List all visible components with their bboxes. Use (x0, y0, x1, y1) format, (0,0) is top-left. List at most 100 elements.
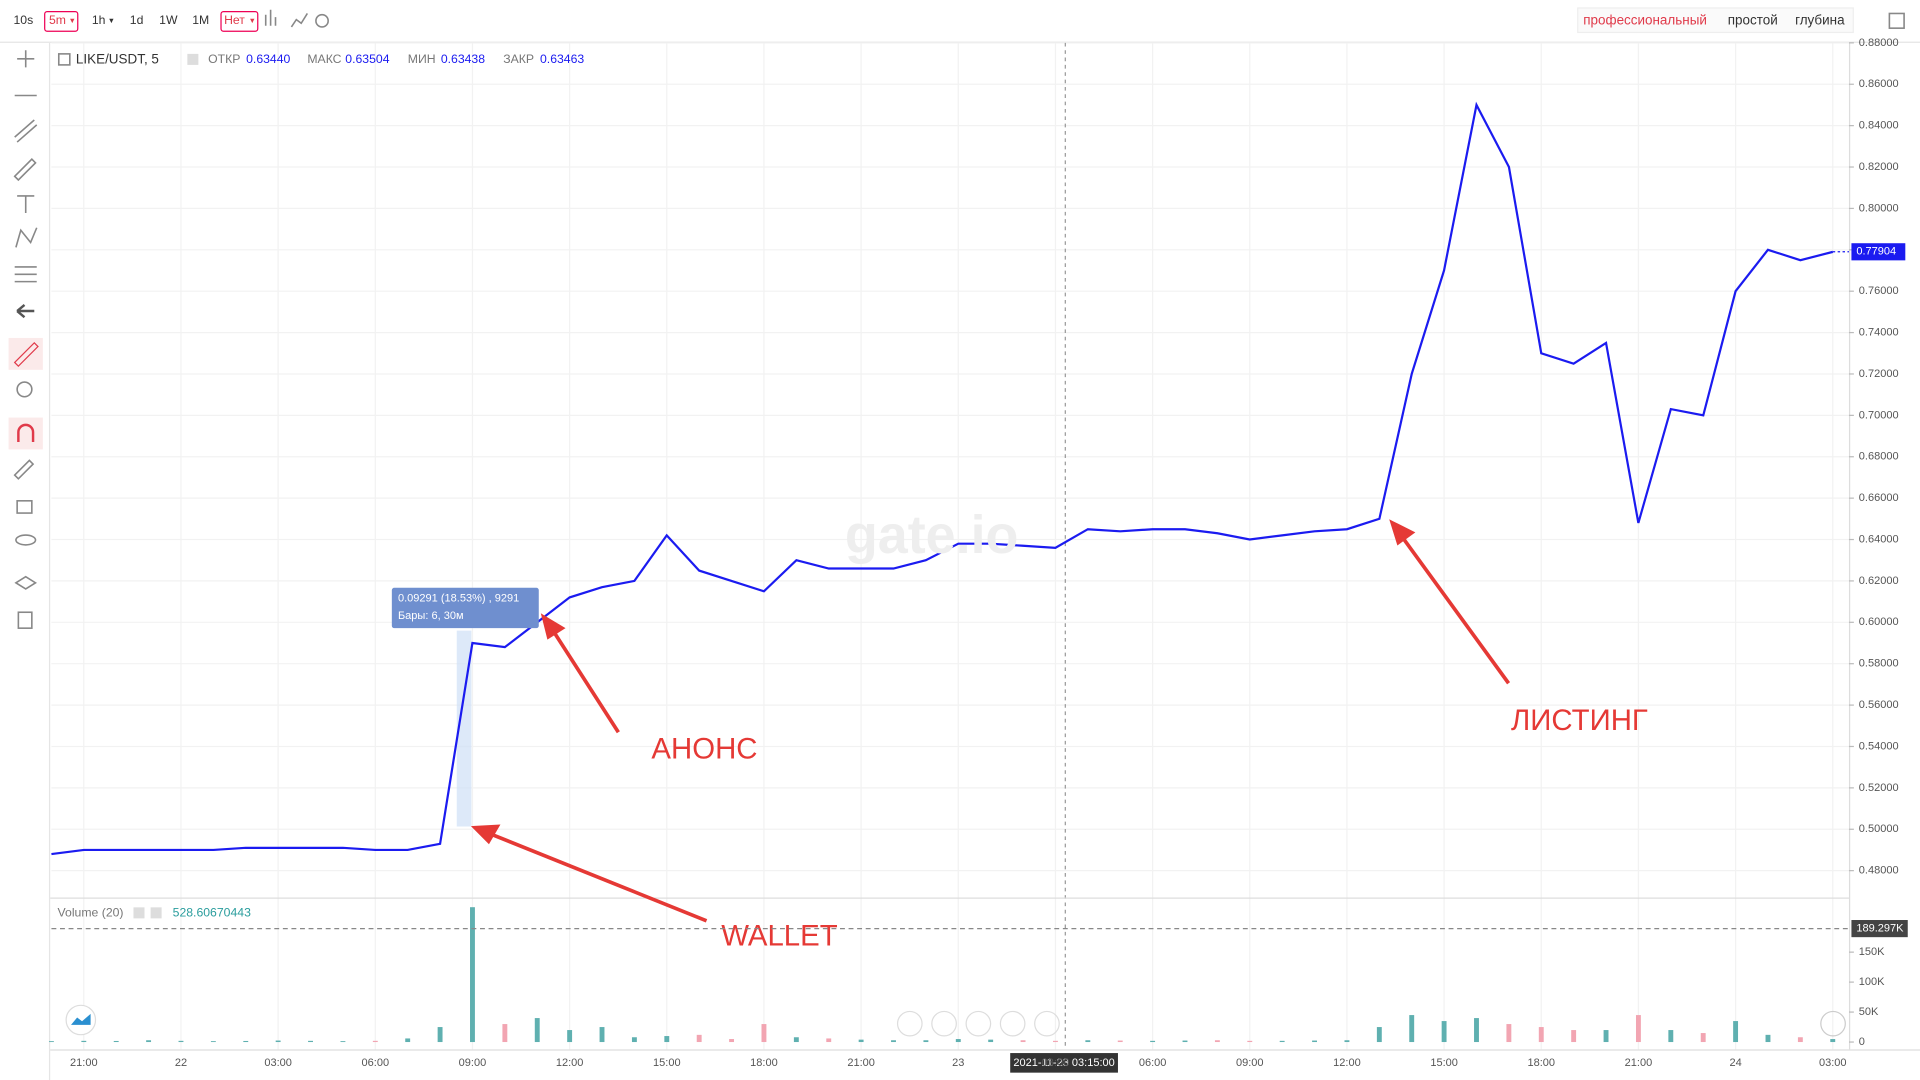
interval[interactable]: 5m (49, 13, 66, 27)
drawing-tools (8, 42, 51, 1080)
zoom-tool[interactable] (16, 381, 33, 398)
zoom-out[interactable] (931, 1010, 957, 1037)
volume-bar (1603, 1030, 1609, 1043)
volume-bar (502, 1024, 508, 1043)
x-tick-label: 22 (175, 1057, 187, 1069)
lock-icon[interactable] (16, 500, 33, 514)
scroll-to-end[interactable] (1820, 1010, 1846, 1037)
arrow-head (1389, 519, 1416, 546)
volume-bar (891, 1040, 896, 1043)
interval-active[interactable] (44, 11, 79, 32)
indicator-icon[interactable] (264, 9, 277, 26)
x-tick-label: 06:00 (362, 1057, 390, 1069)
volume-bar (1538, 1027, 1544, 1043)
collapse-icon[interactable] (57, 53, 71, 66)
logo-button[interactable] (65, 1004, 97, 1036)
view-tab[interactable]: профессиональный (1583, 12, 1707, 27)
eye-icon[interactable] (15, 534, 37, 546)
volume-value: 528.60670443 (173, 906, 251, 920)
arrow-tool[interactable] (16, 303, 35, 319)
settings-icon[interactable] (315, 13, 329, 28)
volume-bar (275, 1040, 281, 1043)
ohlc-label: МАКС (307, 52, 341, 66)
volume-bar (1117, 1040, 1123, 1043)
chart-type-box[interactable] (220, 11, 259, 32)
interval[interactable]: 1M (192, 13, 209, 27)
volume-bar (826, 1038, 832, 1043)
annotation: WALLET (721, 920, 837, 953)
annotation: ЛИСТИНГ (1511, 704, 1648, 737)
magnet-active[interactable] (8, 417, 43, 450)
volume-bar (599, 1027, 605, 1043)
volume-bar (923, 1040, 929, 1043)
interval[interactable]: 10s (13, 13, 33, 27)
magnet-icon (17, 423, 35, 443)
close-icon[interactable] (150, 907, 162, 919)
volume-bar (696, 1034, 702, 1043)
x-tick-label: 06:00 (1139, 1057, 1167, 1069)
x-tick-label: 21:00 (847, 1057, 875, 1069)
crosshair-tool[interactable] (17, 50, 35, 68)
layers-icon[interactable] (14, 575, 38, 590)
interval[interactable]: 1W (159, 13, 178, 27)
y-tick-label: 0.70000 (1859, 409, 1899, 421)
reset[interactable] (965, 1010, 992, 1037)
volume-bar (178, 1040, 184, 1043)
y-tick-label: 0.60000 (1859, 616, 1899, 628)
measure-range (456, 630, 472, 827)
y-tick-label: 0.56000 (1859, 699, 1899, 711)
x-tick-label: 09:00 (1236, 1057, 1264, 1069)
interval[interactable]: 1d (130, 13, 144, 27)
ruler-tool-active[interactable] (8, 337, 43, 370)
ohlc-label: ЗАКР (503, 52, 534, 66)
volume-bar (1344, 1040, 1350, 1043)
lock-draw-tool[interactable] (13, 459, 35, 480)
volume-bar (1085, 1040, 1091, 1043)
y-tick-label: 0.64000 (1859, 533, 1899, 545)
volume-bar (793, 1037, 799, 1043)
arrow (486, 830, 708, 923)
volume-bar (1214, 1040, 1220, 1043)
x-tick-label: 03:00 (264, 1057, 292, 1069)
volume-bar (1312, 1040, 1317, 1043)
volume-tick-label: 150K (1859, 946, 1885, 958)
volume-bar (1409, 1015, 1415, 1043)
scroll-left[interactable] (896, 1010, 923, 1037)
volume-tick-label: 50K (1859, 1006, 1879, 1018)
pattern-tool[interactable] (15, 227, 38, 248)
plot-area (48, 42, 1849, 1050)
settings-icon[interactable] (187, 53, 199, 65)
price-line (51, 101, 1834, 856)
chart-type[interactable]: Нет (224, 13, 245, 27)
view-tab[interactable]: глубина (1795, 12, 1845, 27)
logo (71, 1013, 91, 1025)
zoom-in[interactable] (999, 1010, 1026, 1037)
measure-bars: Бары: 6, 30м (398, 610, 464, 622)
last-price-label: 0.77904 (1856, 246, 1896, 258)
settings-icon[interactable] (133, 907, 145, 919)
fullscreen-icon[interactable] (1888, 12, 1905, 29)
arrow-head (540, 613, 566, 640)
text-tool[interactable] (17, 195, 35, 214)
y-tick-label: 0.62000 (1859, 575, 1899, 587)
view-tab[interactable]: простой (1728, 12, 1778, 27)
volume-bar (1668, 1030, 1674, 1043)
volume-bar (113, 1040, 119, 1043)
scroll-right[interactable] (1034, 1010, 1060, 1037)
trash-icon[interactable] (17, 611, 33, 629)
brush-tool[interactable] (13, 158, 37, 182)
crosshair-time-box (1010, 1053, 1118, 1073)
x-tick-label: 24 (1729, 1057, 1741, 1069)
fib-tool[interactable] (14, 266, 37, 283)
annotation: АНОНС (651, 732, 757, 765)
volume-bar (372, 1040, 378, 1043)
x-tick-label: 15:00 (653, 1057, 681, 1069)
x-tick-label: 03:00 (1819, 1057, 1847, 1069)
volume-bar (1765, 1034, 1771, 1043)
interval[interactable]: 1h (92, 13, 106, 27)
compare-icon[interactable] (290, 13, 309, 28)
volume-bar (1441, 1021, 1447, 1043)
ohlc-label: ОТКР (208, 52, 240, 66)
channel-tool[interactable] (14, 119, 38, 143)
